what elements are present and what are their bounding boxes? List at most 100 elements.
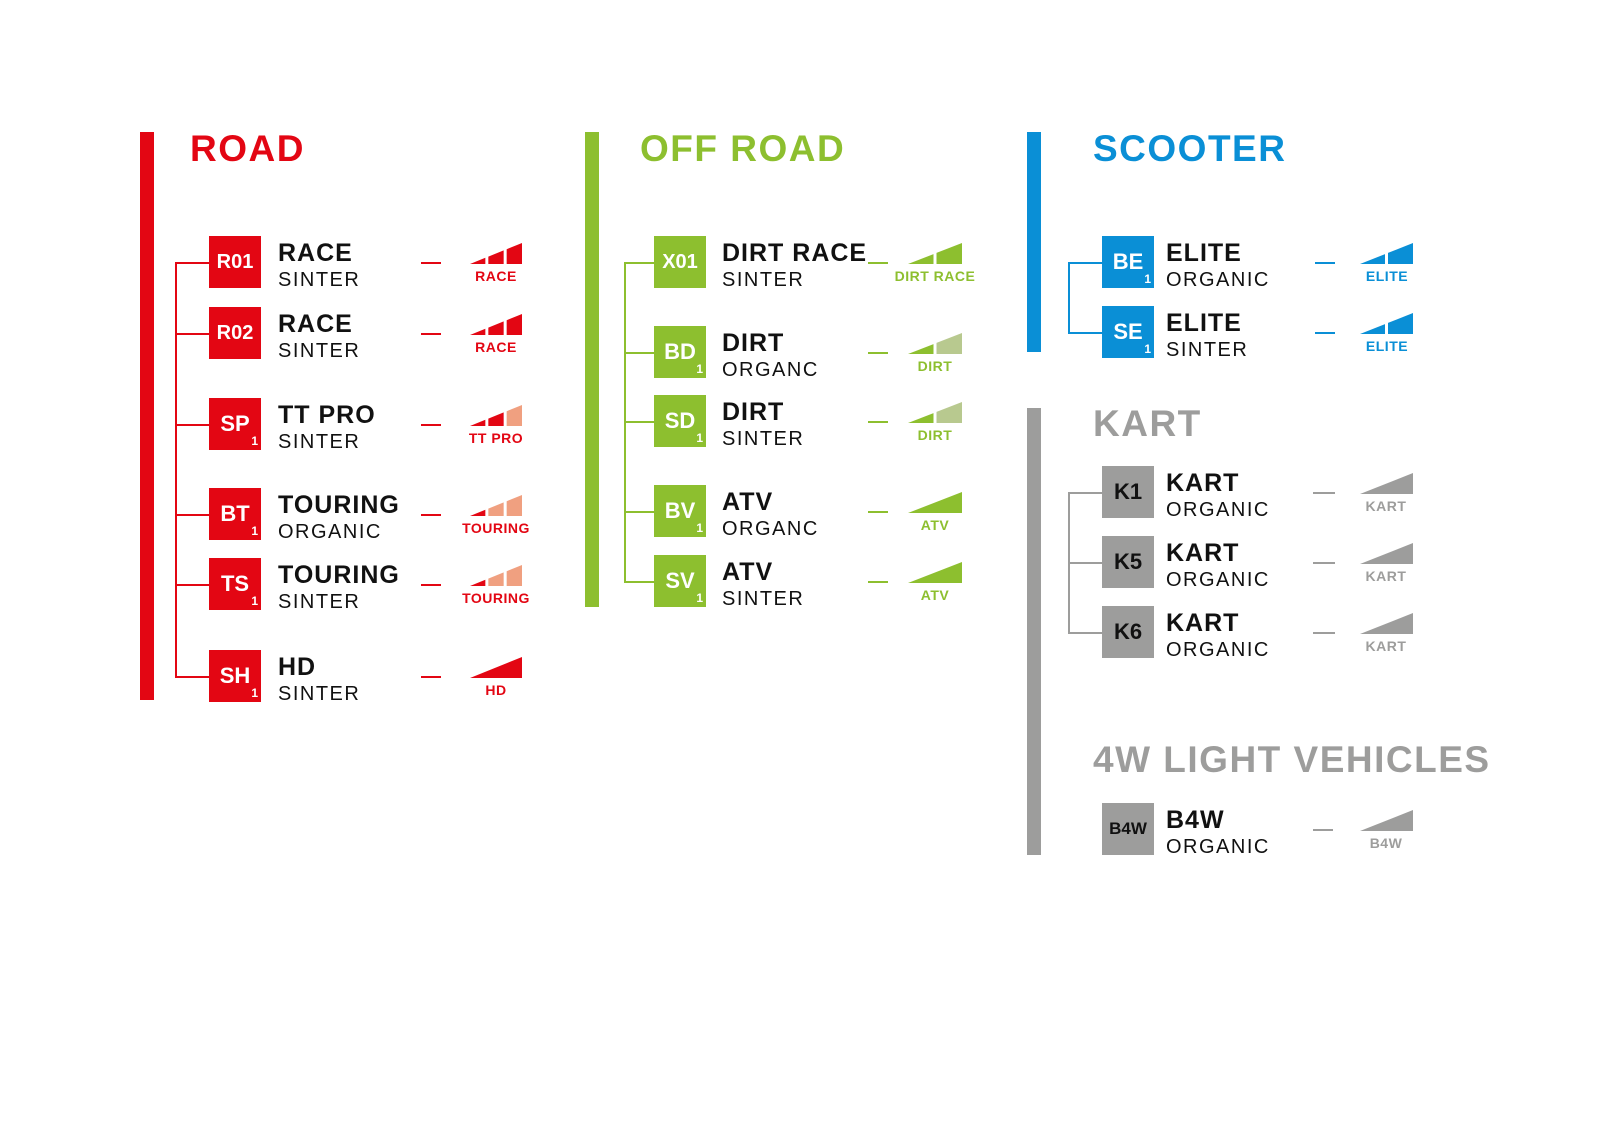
product-code-badge: R01 bbox=[209, 236, 261, 288]
product-code-subscript: 1 bbox=[251, 524, 258, 538]
product-name: RACE bbox=[278, 239, 353, 267]
rating-segment-filled bbox=[470, 579, 486, 586]
compound-type: SINTER bbox=[278, 340, 361, 362]
rating-label: RACE bbox=[475, 268, 517, 284]
product-code: K6 bbox=[1113, 619, 1143, 644]
rating-wedge-icon bbox=[908, 492, 962, 513]
rating-wedge-icon bbox=[470, 243, 522, 264]
rating-segment-filled bbox=[506, 243, 522, 264]
compound-type: ORGANIC bbox=[1166, 836, 1270, 858]
product-code: SD bbox=[664, 408, 696, 433]
product-code-badge: SH 1 bbox=[209, 650, 261, 702]
rating-segment-filled bbox=[1388, 243, 1413, 264]
compound-type: ORGANC bbox=[722, 359, 819, 381]
rating-label: HD bbox=[485, 682, 507, 698]
product-code: SE bbox=[1113, 319, 1143, 344]
rating-segment-filled bbox=[470, 328, 486, 335]
compound-type: SINTER bbox=[278, 683, 361, 705]
rating-label: DIRT RACE bbox=[894, 268, 976, 284]
product-code-subscript: 1 bbox=[696, 521, 703, 535]
compound-type: ORGANIC bbox=[1166, 639, 1270, 661]
product-name: HD bbox=[278, 653, 317, 681]
rating-segment-filled bbox=[1360, 254, 1385, 264]
rating-segment-filled bbox=[1360, 543, 1413, 564]
section-title: KART bbox=[1093, 403, 1202, 444]
product-name: ATV bbox=[722, 488, 774, 516]
section-bar bbox=[140, 132, 154, 700]
product-code-subscript: 1 bbox=[251, 594, 258, 608]
rating-segment-filled bbox=[1360, 473, 1413, 494]
rating-label: ATV bbox=[920, 587, 950, 603]
compound-type: SINTER bbox=[278, 591, 361, 613]
product-code-subscript: 1 bbox=[696, 431, 703, 445]
connector-dash bbox=[1315, 262, 1335, 264]
rating-wedge-icon bbox=[1360, 243, 1413, 264]
tree-branch bbox=[624, 581, 654, 583]
connector-dash bbox=[1313, 562, 1335, 564]
rating-segment-filled bbox=[1360, 324, 1385, 334]
product-code-badge: K6 bbox=[1102, 606, 1154, 658]
section-bar bbox=[1027, 132, 1041, 352]
rating-label: DIRT bbox=[917, 358, 953, 374]
connector-dash bbox=[868, 262, 888, 264]
product-code: TS bbox=[220, 571, 250, 596]
rating-wedge-icon bbox=[470, 657, 522, 678]
connector-dash bbox=[1313, 632, 1335, 634]
rating-segment-empty bbox=[506, 405, 522, 426]
rating-segment-filled bbox=[908, 562, 962, 583]
product-code-subscript: 1 bbox=[696, 362, 703, 376]
tree-connector bbox=[175, 262, 177, 676]
product-name: RACE bbox=[278, 310, 353, 338]
rating-wedge-icon bbox=[1360, 810, 1413, 831]
product-code-badge: BT 1 bbox=[209, 488, 261, 540]
rating-segment-filled bbox=[908, 492, 962, 513]
rating-segment-filled bbox=[470, 657, 522, 678]
rating-label: DIRT bbox=[917, 427, 953, 443]
section-title: SCOOTER bbox=[1093, 128, 1287, 169]
rating-wedge-icon bbox=[470, 405, 522, 426]
tree-branch bbox=[175, 262, 209, 264]
tree-branch bbox=[624, 511, 654, 513]
product-code: R02 bbox=[216, 321, 254, 344]
product-code-subscript: 1 bbox=[696, 591, 703, 605]
product-code-badge: B4W bbox=[1102, 803, 1154, 855]
rating-wedge-icon bbox=[908, 562, 962, 583]
connector-dash bbox=[421, 262, 441, 264]
rating-segment-filled bbox=[470, 257, 486, 264]
tree-branch bbox=[1068, 632, 1102, 634]
rating-segment-empty bbox=[488, 502, 504, 516]
compound-type: SINTER bbox=[722, 428, 805, 450]
product-code: K1 bbox=[1113, 479, 1143, 504]
product-code-badge: BE 1 bbox=[1102, 236, 1154, 288]
rating-segment-empty bbox=[936, 333, 962, 354]
product-code: BD bbox=[664, 339, 696, 364]
compound-type: SINTER bbox=[722, 588, 805, 610]
rating-segment-filled bbox=[506, 314, 522, 335]
connector-dash bbox=[1315, 332, 1335, 334]
rating-segment-filled bbox=[470, 509, 486, 516]
product-code-subscript: 1 bbox=[251, 686, 258, 700]
tree-branch bbox=[1068, 492, 1102, 494]
rating-label: ELITE bbox=[1365, 338, 1409, 354]
rating-segment-filled bbox=[1360, 810, 1413, 831]
rating-wedge-icon bbox=[908, 243, 962, 264]
connector-dash bbox=[421, 424, 441, 426]
section-title: OFF ROAD bbox=[640, 128, 846, 169]
section-title: 4W LIGHT VEHICLES bbox=[1093, 739, 1491, 780]
rating-wedge-icon bbox=[1360, 473, 1413, 494]
connector-dash bbox=[421, 514, 441, 516]
rating-label: TOURING bbox=[462, 520, 530, 536]
product-code-badge: SP 1 bbox=[209, 398, 261, 450]
rating-segment-filled bbox=[936, 243, 962, 264]
product-code-badge: BD 1 bbox=[654, 326, 706, 378]
rating-wedge-icon bbox=[470, 495, 522, 516]
tree-branch bbox=[175, 676, 209, 678]
connector-dash bbox=[868, 421, 888, 423]
rating-segment-filled bbox=[1360, 613, 1413, 634]
product-code-badge: BV 1 bbox=[654, 485, 706, 537]
connector-dash bbox=[868, 352, 888, 354]
connector-dash bbox=[1313, 829, 1333, 831]
product-code: SP bbox=[220, 411, 250, 436]
product-code-badge: SE 1 bbox=[1102, 306, 1154, 358]
product-code: R01 bbox=[216, 250, 254, 273]
